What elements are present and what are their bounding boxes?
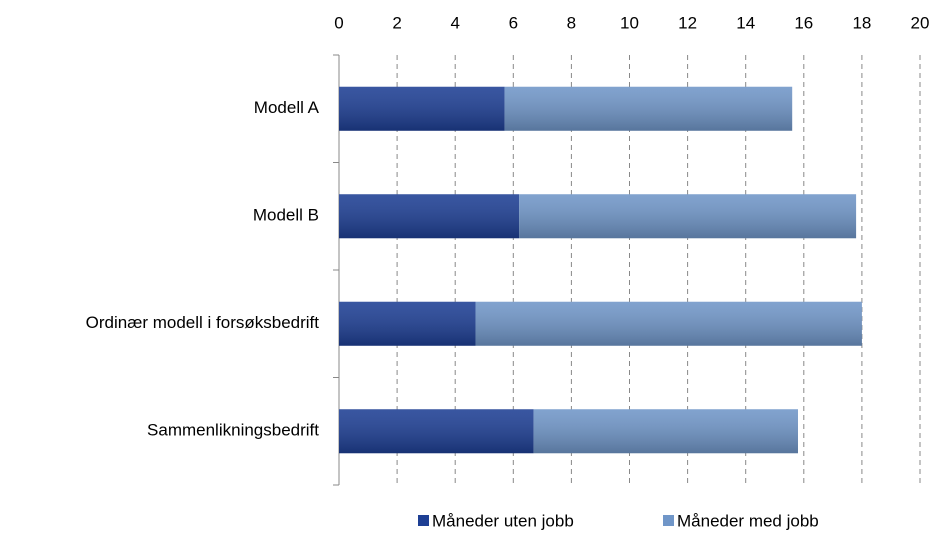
x-tick-label: 0 [334,13,343,32]
bar-shade [533,409,798,454]
x-tick-label: 2 [392,13,401,32]
x-tick-label: 4 [450,13,459,32]
x-tick-label: 16 [794,13,813,32]
x-tick-label: 6 [509,13,518,32]
legend-swatch [663,515,674,526]
y-tick-label: Modell B [253,206,319,225]
bar-shade [339,301,476,346]
x-tick-label: 12 [678,13,697,32]
x-tick-label: 10 [620,13,639,32]
x-tick-label: 8 [567,13,576,32]
legend-label: Måneder med jobb [677,511,819,530]
y-tick-label: Sammenlikningsbedrift [147,421,319,440]
x-tick-label: 18 [852,13,871,32]
legend-label: Måneder uten jobb [432,511,574,530]
legend-swatch [418,515,429,526]
y-tick-label: Modell A [254,98,320,117]
x-tick-label: 20 [911,13,930,32]
bar-shade [339,409,534,454]
y-tick-label: Ordinær modell i forsøksbedrift [86,313,320,332]
bar-shade [475,301,862,346]
bar-shade [519,194,857,239]
x-tick-label: 14 [736,13,755,32]
bar-shade [339,86,505,131]
bar-shade [339,194,520,239]
bar-shade [504,86,793,131]
